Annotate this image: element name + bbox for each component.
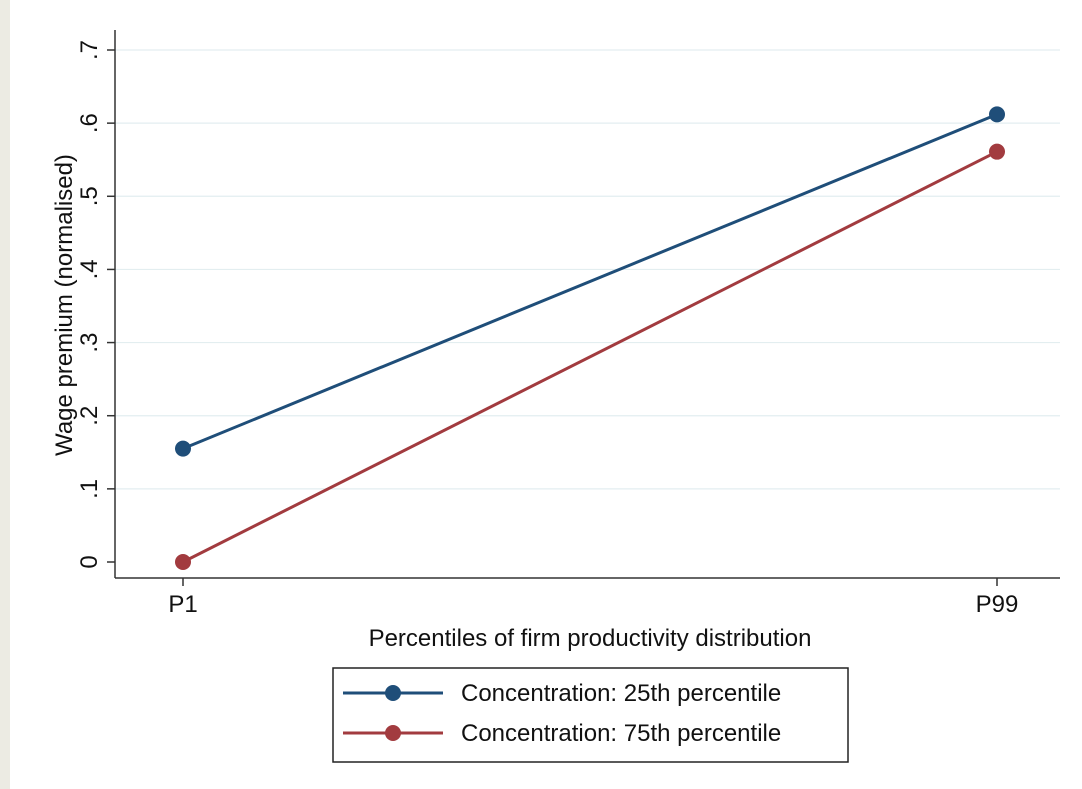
x-ticks: P1 P99: [168, 578, 1018, 618]
series: [175, 106, 1005, 570]
legend-items: Concentration: 25th percentile Concentrat…: [343, 680, 781, 747]
chart-frame: 0 .1 .2 .3 .4 .5 .6 .7 P1 P99 Wage premium (norm…: [10, 0, 1082, 789]
data-point: [989, 143, 1005, 160]
legend-swatch-marker: [385, 725, 401, 741]
x-tick-label: P99: [976, 591, 1019, 618]
y-tick-label: .7: [76, 40, 103, 60]
line-chart: 0 .1 .2 .3 .4 .5 .6 .7 P1 P99 Wage premium (norm…: [51, 30, 1060, 763]
y-tick-label: .3: [76, 333, 103, 353]
legend-item: Concentration: 75th percentile: [343, 720, 781, 747]
legend-swatch-marker: [385, 685, 401, 701]
legend: Concentration: 25th percentile Concentrat…: [332, 667, 849, 763]
y-tick-label: 0: [76, 555, 103, 568]
data-point: [175, 554, 191, 570]
y-ticks: 0 .1 .2 .3 .4 .5 .6 .7: [76, 40, 115, 569]
y-tick-label: .4: [76, 259, 103, 279]
x-axis-title: Percentiles of firm productivity distrib…: [369, 625, 812, 652]
axes: [114, 30, 1060, 579]
y-tick-label: .5: [76, 186, 103, 206]
x-tick-label: P1: [168, 591, 197, 618]
series-2: [175, 143, 1005, 570]
y-tick-label: .1: [76, 479, 103, 499]
series-1: [175, 106, 1005, 457]
y-tick-label: .6: [76, 113, 103, 133]
legend-box: [332, 667, 849, 763]
legend-label: Concentration: 25th percentile: [461, 680, 781, 707]
data-point: [175, 440, 191, 457]
series-line: [182, 150, 998, 564]
gridlines: [115, 49, 1060, 490]
data-point: [989, 106, 1005, 123]
y-axis-title: Wage premium (normalised): [51, 154, 78, 456]
legend-label: Concentration: 75th percentile: [461, 720, 781, 747]
series-line: [182, 112, 998, 451]
legend-item: Concentration: 25th percentile: [343, 680, 781, 707]
y-tick-label: .2: [76, 406, 103, 426]
